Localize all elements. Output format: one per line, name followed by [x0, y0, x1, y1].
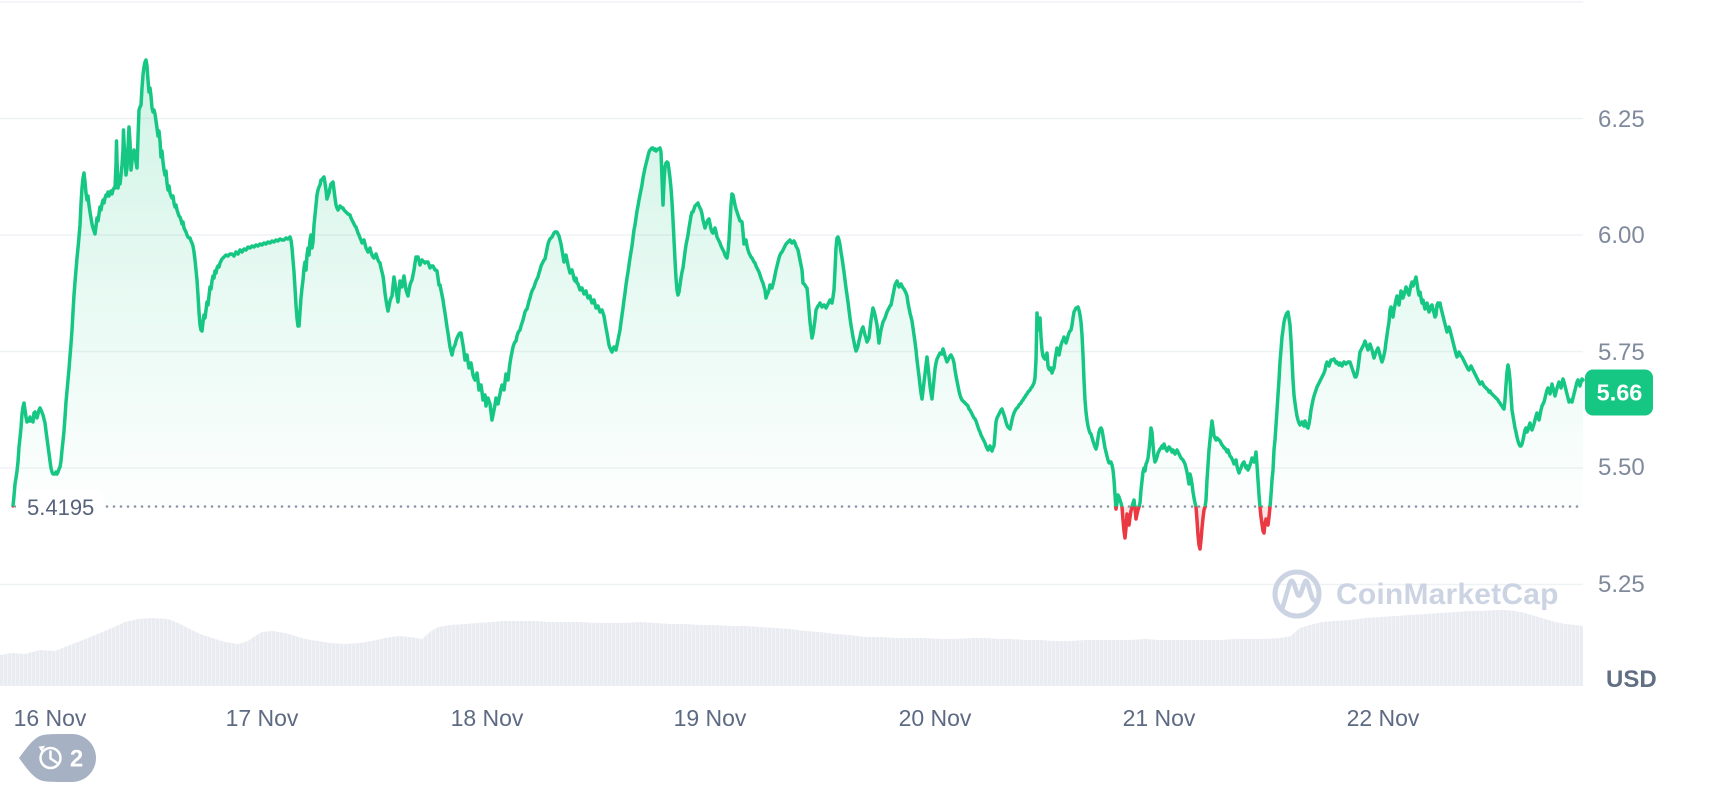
svg-text:22 Nov: 22 Nov	[1347, 705, 1420, 731]
svg-text:2: 2	[70, 746, 83, 773]
svg-text:5.75: 5.75	[1598, 339, 1645, 366]
svg-text:5.4195: 5.4195	[27, 495, 94, 520]
svg-text:21 Nov: 21 Nov	[1123, 705, 1196, 731]
svg-text:17 Nov: 17 Nov	[226, 705, 299, 731]
svg-text:5.25: 5.25	[1598, 571, 1645, 598]
svg-text:CoinMarketCap: CoinMarketCap	[1336, 578, 1559, 611]
svg-text:5.66: 5.66	[1597, 380, 1643, 406]
svg-text:6.00: 6.00	[1598, 222, 1645, 249]
svg-text:5.50: 5.50	[1598, 454, 1645, 481]
svg-text:20 Nov: 20 Nov	[899, 705, 972, 731]
svg-text:USD: USD	[1606, 666, 1657, 693]
svg-text:6.25: 6.25	[1598, 106, 1645, 133]
svg-text:16 Nov: 16 Nov	[14, 705, 87, 731]
svg-text:19 Nov: 19 Nov	[674, 705, 747, 731]
svg-text:18 Nov: 18 Nov	[451, 705, 524, 731]
